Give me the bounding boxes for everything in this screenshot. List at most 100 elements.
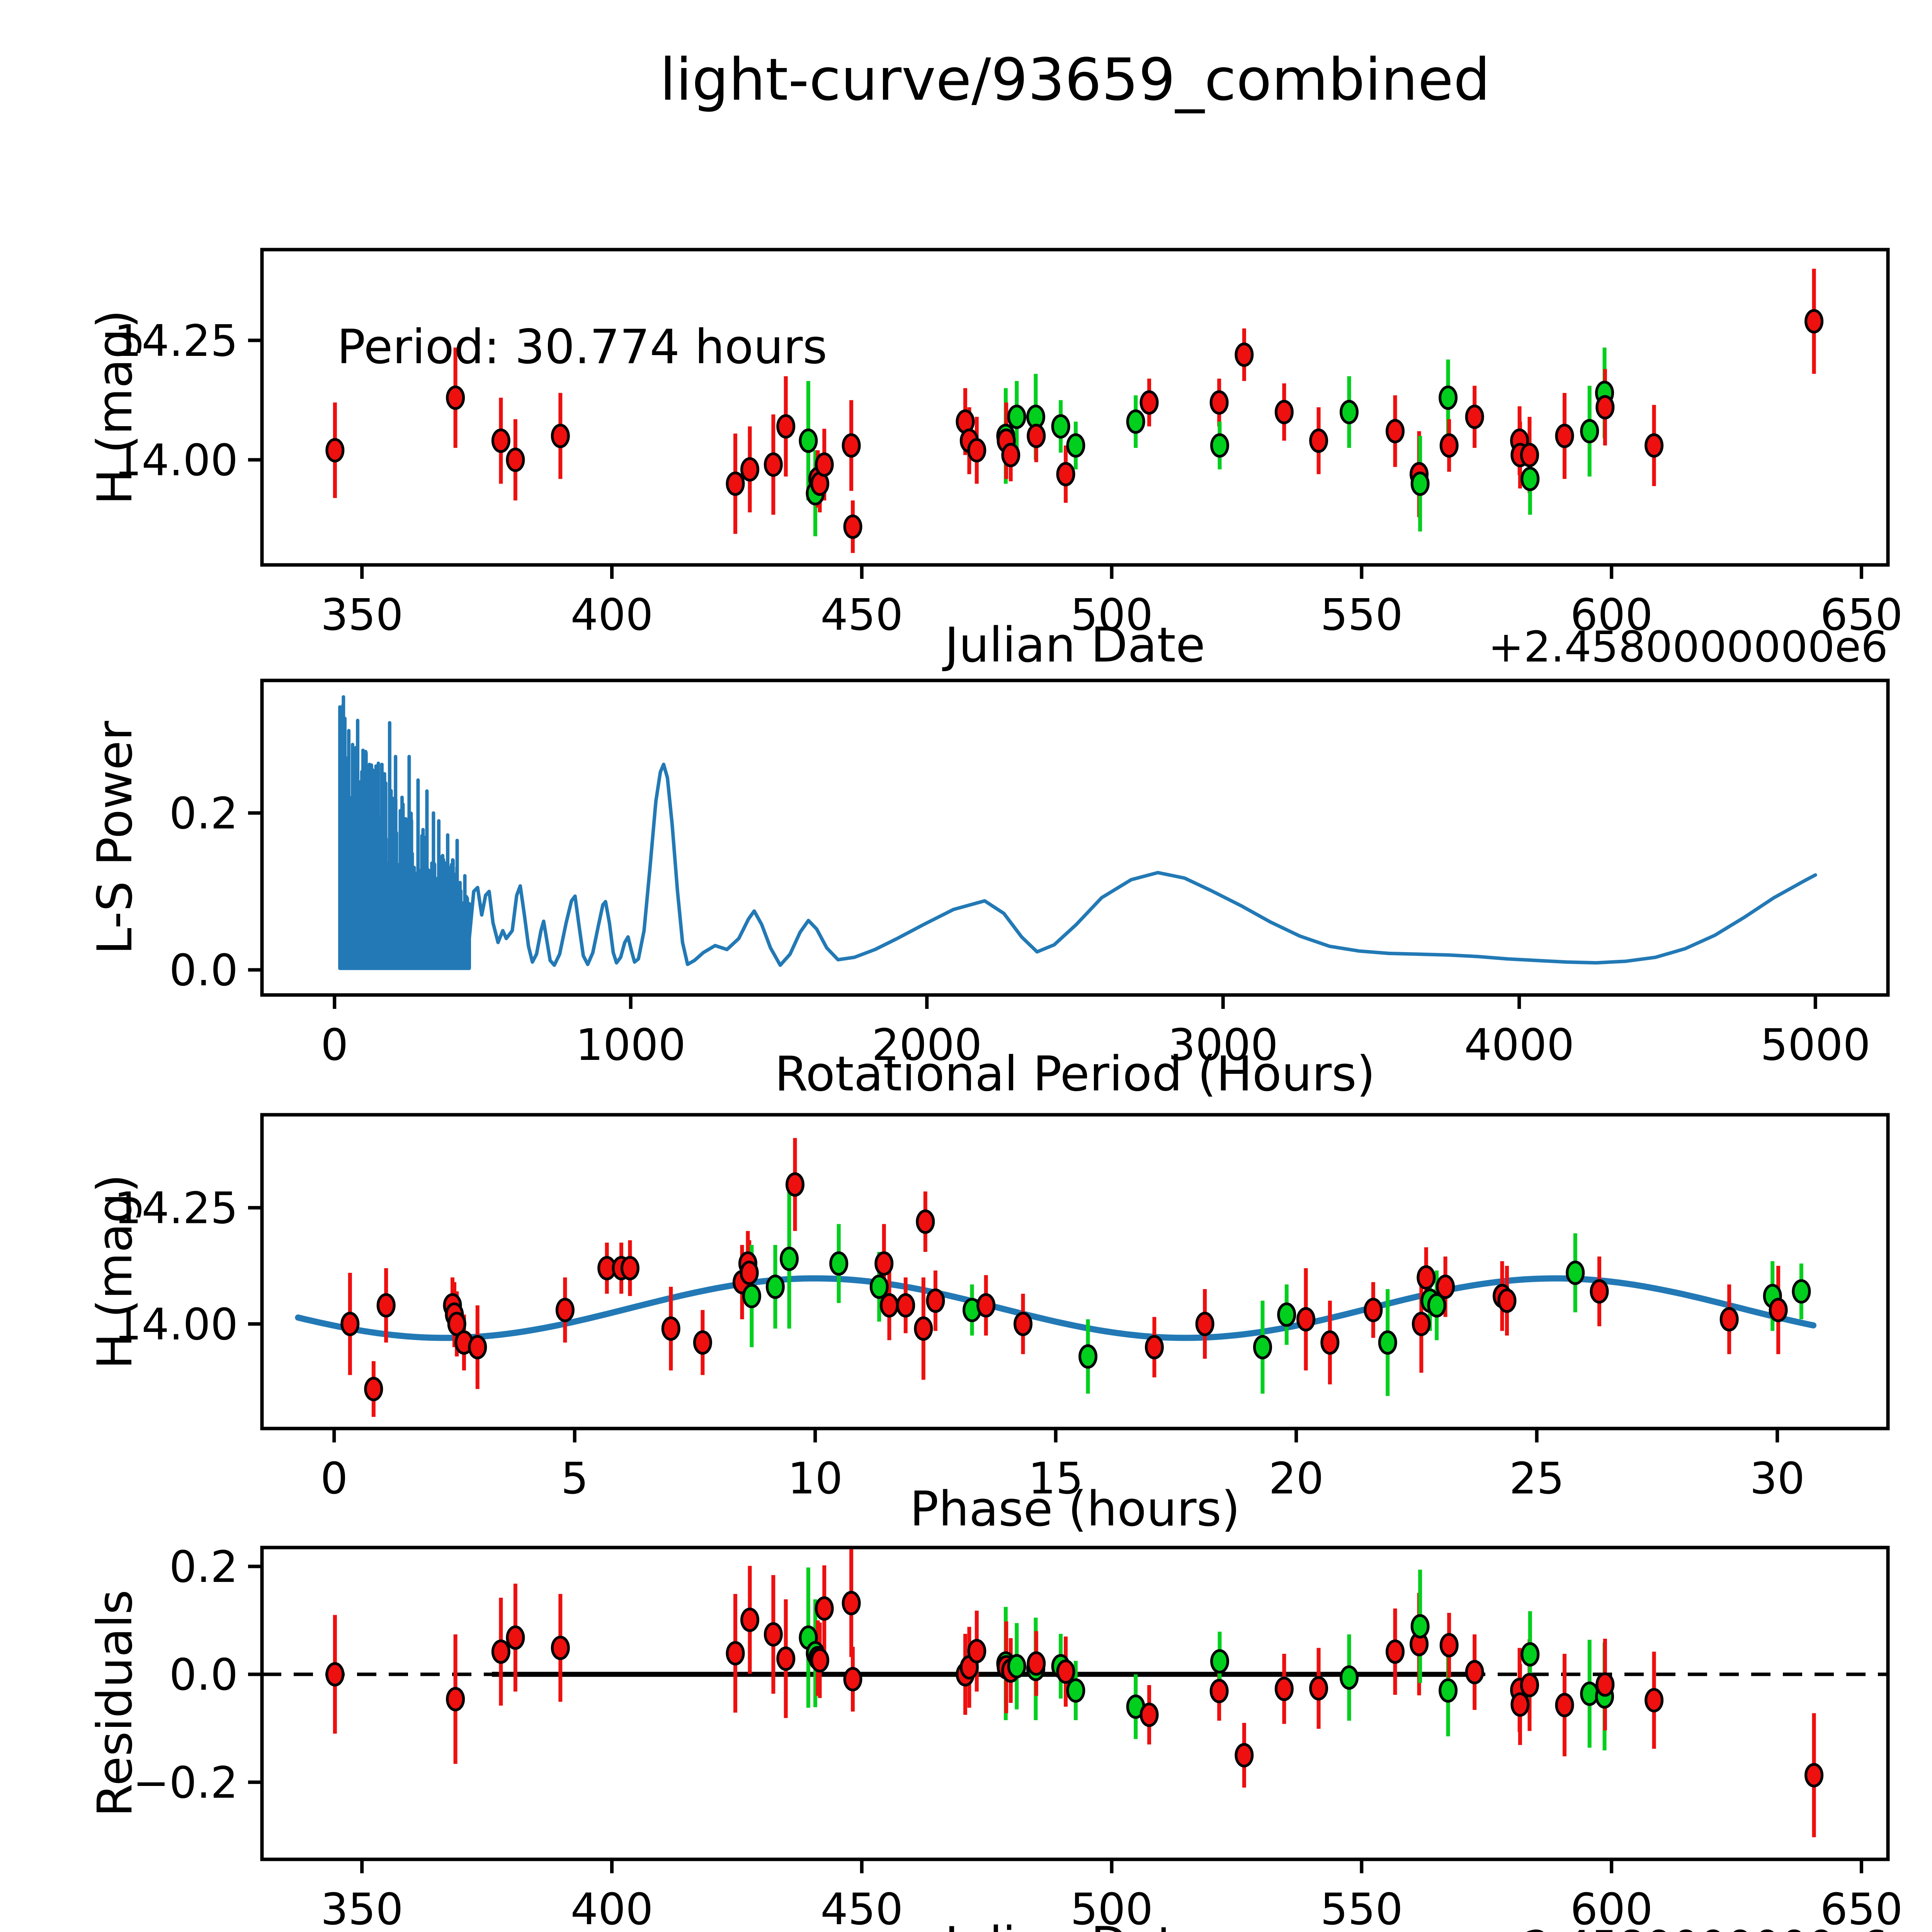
panel1-xaxis-label: Julian Date <box>942 617 1205 673</box>
data-point-marker <box>779 1247 799 1271</box>
data-point-marker <box>1645 433 1664 458</box>
data-point-marker <box>926 1288 945 1313</box>
data-point-marker <box>1595 1672 1615 1697</box>
data-point-marker <box>764 452 783 477</box>
panel3-xaxis-label: Phase (hours) <box>910 1481 1240 1537</box>
data-point-marker <box>1027 423 1046 448</box>
data-point-marker <box>1439 1678 1458 1703</box>
data-point-marker <box>740 1260 759 1285</box>
data-point-marker <box>765 1274 785 1299</box>
x-tick-label: 30 <box>1750 1454 1805 1504</box>
data-point-marker <box>1253 1335 1272 1359</box>
data-point-marker <box>1520 1642 1540 1667</box>
data-point-marker <box>661 1316 680 1341</box>
data-point-marker <box>1139 390 1159 415</box>
data-point-marker <box>1051 414 1070 439</box>
data-point-marker <box>1497 1288 1517 1313</box>
x-tick-label: 500 <box>1070 1884 1153 1932</box>
period-annotation: Period: 30.774 hours <box>337 320 827 374</box>
data-point-marker <box>1195 1311 1214 1336</box>
data-point-marker <box>1520 466 1540 491</box>
data-point-marker <box>1417 1265 1436 1290</box>
x-tick-label: 450 <box>820 590 903 640</box>
data-point-marker <box>551 1636 570 1660</box>
x-tick-label: 450 <box>820 1884 903 1932</box>
data-point-marker <box>740 457 760 482</box>
data-point-marker <box>1364 1298 1383 1322</box>
data-point-marker <box>1595 395 1615 420</box>
panel-residuals: 350 400 450 500 550 600 650 −0.2 0.0 0.2 <box>133 1542 1903 1932</box>
x-tick-label: 400 <box>571 590 653 640</box>
panel4-xaxis-label: Julian Date <box>942 1917 1205 1932</box>
data-point-marker <box>1007 1654 1026 1679</box>
periodogram-line <box>338 695 1817 970</box>
data-point-marker <box>1056 462 1075 486</box>
data-point-marker <box>1510 1692 1530 1717</box>
x-tick-label: 15 <box>1028 1454 1083 1504</box>
data-point-marker <box>340 1311 360 1336</box>
data-point-marker <box>764 1622 783 1647</box>
y-tick-label: 0.2 <box>169 789 238 839</box>
data-point-marker <box>967 438 986 463</box>
data-point-marker <box>842 433 861 458</box>
data-point-marker <box>1410 1614 1430 1639</box>
x-tick-label: 350 <box>321 590 403 640</box>
data-point-marker <box>1277 1302 1296 1327</box>
data-point-marker <box>843 514 862 539</box>
data-point-marker <box>799 429 818 453</box>
data-point-marker <box>896 1293 915 1318</box>
panel-phase-curve: 0 5 10 15 20 25 30 14.00 14.25 <box>114 1113 1890 1504</box>
data-point-marker <box>1566 1260 1585 1285</box>
data-point-marker <box>726 471 745 496</box>
data-point-marker <box>726 1641 745 1666</box>
x-tick-label: 650 <box>1820 1884 1903 1932</box>
data-point-marker <box>1340 1665 1359 1690</box>
data-point-marker <box>1792 1279 1811 1304</box>
data-point-marker <box>491 429 510 453</box>
x-tick-label: 650 <box>1820 590 1903 640</box>
data-point-marker <box>1412 1311 1431 1336</box>
data-point-marker <box>1078 1344 1098 1369</box>
data-point-marker <box>815 1596 834 1621</box>
panel-frame <box>260 1113 1890 1430</box>
panel4-yaxis-label: Residuals <box>87 1590 143 1817</box>
data-point-marker <box>376 1293 396 1318</box>
data-point-marker <box>1580 419 1599 444</box>
data-point-marker <box>810 1648 830 1673</box>
data-point-marker <box>446 1687 465 1711</box>
data-point-marker <box>874 1251 894 1276</box>
data-point-marker <box>1014 1311 1033 1336</box>
data-point-marker <box>1309 1676 1328 1701</box>
data-point-marker <box>869 1274 889 1299</box>
data-point-marker <box>1520 1673 1539 1697</box>
data-point-marker <box>468 1335 487 1359</box>
data-point-marker <box>1274 400 1294 424</box>
data-point-marker <box>1580 1681 1599 1706</box>
data-point-marker <box>1210 433 1229 458</box>
x-tick-label: 400 <box>571 1884 653 1932</box>
y-tick-label: 14.25 <box>114 1184 238 1234</box>
data-point-marker <box>1804 309 1824 333</box>
data-point-marker <box>1296 1307 1316 1332</box>
panel-frame <box>260 1546 1890 1861</box>
x-tick-label: 1000 <box>576 1020 686 1070</box>
panel-jd-lightcurve: 350 400 450 500 550 600 650 14.00 14.25 <box>114 248 1903 640</box>
data-point-marker <box>1555 1693 1574 1718</box>
data-point-marker <box>1386 419 1405 444</box>
panel1-yaxis-label: H (mag) <box>87 310 143 505</box>
data-point-marker <box>879 1293 899 1318</box>
x-tick-label: 2000 <box>872 1020 982 1070</box>
panel3-yaxis-label: H (mag) <box>87 1174 143 1369</box>
x-tick-label: 25 <box>1509 1454 1565 1504</box>
data-point-marker <box>325 438 345 463</box>
x-tick-label: 550 <box>1320 590 1403 640</box>
y-tick-label: 0.2 <box>169 1542 238 1592</box>
data-point-marker <box>620 1256 639 1281</box>
data-point-marker <box>829 1251 849 1276</box>
data-point-marker <box>1410 471 1430 496</box>
panel-frame <box>260 248 1890 567</box>
x-tick-label: 5000 <box>1760 1020 1871 1070</box>
